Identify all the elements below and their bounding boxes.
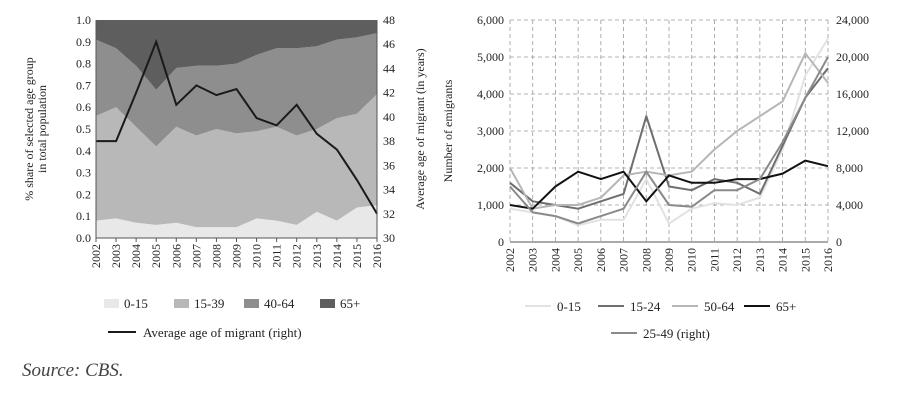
line-average-age <box>96 38 378 215</box>
x-tick-label: 2010 <box>250 244 264 268</box>
y2-axis-label: Average age of migrant (in years) <box>413 48 427 209</box>
x-tick-label: 2004 <box>548 248 562 272</box>
y-tick-label: 0.6 <box>76 100 91 114</box>
x-tick-label: 2012 <box>730 248 744 272</box>
area-series-15-39 <box>96 94 377 228</box>
legend-swatch-65+ <box>320 299 335 308</box>
y2-tick-label: 0 <box>836 235 842 249</box>
y-tick-label: 0.9 <box>76 35 91 49</box>
legend-swatch-40-64 <box>244 299 259 308</box>
legend-label: 65+ <box>776 299 796 314</box>
y-axis-label-line1: % share of selected age group <box>22 57 36 201</box>
chart-left-age-share: 0.0 0.1 0.2 0.3 0.4 0.5 0.6 0.7 0.8 0.9 1.0 30 32 34 3… <box>22 13 427 268</box>
y-tick-label: 1.0 <box>76 13 91 27</box>
chart-right-emigrants: 0 1,000 2,000 3,000 4,000 5,000 6,000 0 4,000 8,0… <box>441 13 869 272</box>
y-tick-label: 0 <box>498 235 504 249</box>
y2-tick-label: 38 <box>383 134 395 148</box>
y2-tick-label: 30 <box>383 231 395 245</box>
x-tick-label: 2006 <box>169 244 183 268</box>
x-tick-label: 2014 <box>776 248 790 272</box>
x-tick-label: 2009 <box>662 248 676 272</box>
y-tick-label: 6,000 <box>477 13 504 27</box>
legend-label: 0-15 <box>557 299 581 314</box>
legend-label: 15-39 <box>194 296 224 311</box>
legend-label-line: Average age of migrant (right) <box>143 325 302 340</box>
legend-label: 40-64 <box>264 296 295 311</box>
x-tick-label: 2003 <box>526 248 540 272</box>
y2-tick-label: 24,000 <box>836 13 869 27</box>
x-tick-label: 2016 <box>821 248 835 272</box>
x-tick-label: 2008 <box>209 244 223 268</box>
x-tick-label: 2007 <box>189 244 203 268</box>
x-tick-label: 2003 <box>109 244 123 268</box>
line-series-15-24 <box>509 67 829 210</box>
legend-label: 65+ <box>340 296 360 311</box>
y-tick-label: 0.8 <box>76 57 91 71</box>
y-tick-label: 2,000 <box>477 161 504 175</box>
y2-tick-label: 32 <box>383 207 395 221</box>
y-tick-label: 0.5 <box>76 122 91 136</box>
y2-tick-label: 36 <box>383 158 395 172</box>
y2-tick-label: 12,000 <box>836 124 869 138</box>
x-tick-label: 2005 <box>149 244 163 268</box>
legend-right: 0-15 15-24 50-64 65+ 25-49 (right) <box>525 299 796 341</box>
y-axis-label-line2: in total population <box>35 85 49 173</box>
legend-left: 0-15 15-39 40-64 65+ Average age of migrant … <box>104 296 360 340</box>
x-tick-label: 2002 <box>503 248 517 272</box>
legend-label: 15-24 <box>630 299 661 314</box>
x-tick-label: 2011 <box>707 248 721 272</box>
y2-tick-label: 4,000 <box>836 198 863 212</box>
x-tick-label: 2007 <box>617 248 631 272</box>
y-tick-label: 4,000 <box>477 87 504 101</box>
legend-swatch-0-15 <box>104 299 119 308</box>
y-tick-label: 0.2 <box>76 187 91 201</box>
area-series-0-15 <box>96 205 377 238</box>
y-tick-label: 0.4 <box>76 144 91 158</box>
x-tick-label: 2008 <box>639 248 653 272</box>
source-note: Source: CBS. <box>22 360 124 381</box>
x-tick-label: 2009 <box>230 244 244 268</box>
x-tick-label: 2006 <box>594 248 608 272</box>
y-axis-label: Number of emigrants <box>441 79 455 182</box>
y2-tick-label: 8,000 <box>836 161 863 175</box>
line-series-65+ <box>509 159 829 210</box>
y-tick-label: 1,000 <box>477 198 504 212</box>
x-tick-label: 2014 <box>330 244 344 268</box>
x-tick-label: 2012 <box>290 244 304 268</box>
line-series-25-49 (right) <box>509 56 829 225</box>
x-tick-label: 2015 <box>798 248 812 272</box>
y2-tick-label: 46 <box>383 37 395 51</box>
y2-tick-label: 20,000 <box>836 50 869 64</box>
y-tick-label: 3,000 <box>477 124 504 138</box>
x-tick-label: 2016 <box>370 244 384 268</box>
x-tick-label: 2005 <box>571 248 585 272</box>
y2-tick-label: 42 <box>383 86 395 100</box>
y2-tick-label: 44 <box>383 61 395 75</box>
figure: 0.0 0.1 0.2 0.3 0.4 0.5 0.6 0.7 0.8 0.9 1.0 30 32 34 3… <box>22 13 869 341</box>
legend-label: 50-64 <box>704 299 735 314</box>
y-tick-label: 0.0 <box>76 231 91 245</box>
y-tick-label: 0.7 <box>76 78 91 92</box>
y2-tick-label: 34 <box>383 183 395 197</box>
x-tick-label: 2013 <box>310 244 324 268</box>
y2-tick-label: 40 <box>383 110 395 124</box>
y2-tick-label: 16,000 <box>836 87 869 101</box>
y-tick-label: 0.1 <box>76 209 91 223</box>
x-tick-label: 2002 <box>89 244 103 268</box>
legend-swatch-15-39 <box>174 299 189 308</box>
x-tick-label: 2013 <box>753 248 767 272</box>
legend-label: 0-15 <box>124 296 148 311</box>
y2-tick-label: 48 <box>383 13 395 27</box>
x-tick-label: 2010 <box>685 248 699 272</box>
x-tick-label: 2004 <box>129 244 143 268</box>
x-tick-label: 2011 <box>270 244 284 268</box>
y-tick-label: 5,000 <box>477 50 504 64</box>
legend-label: 25-49 (right) <box>643 326 710 341</box>
x-tick-label: 2015 <box>350 244 364 268</box>
y-tick-label: 0.3 <box>76 166 91 180</box>
